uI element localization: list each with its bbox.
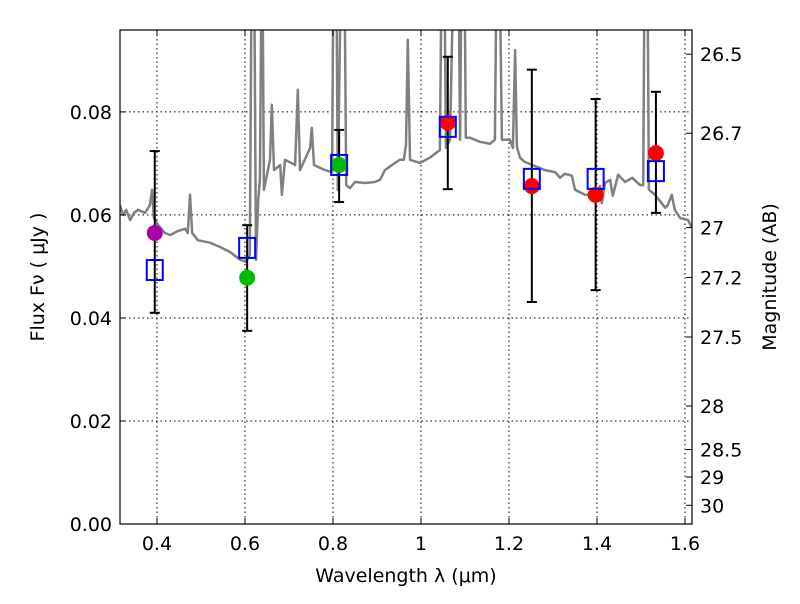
x-tick-label: 0.8 — [318, 533, 348, 555]
x-tick-label: 1.4 — [582, 533, 612, 555]
right-tick-label: 26.7 — [700, 123, 742, 145]
observed-flux-square — [438, 115, 457, 138]
right-tick-label: 26.5 — [700, 44, 742, 66]
y-axis-label: Flux Fν ( μJy ) — [27, 213, 49, 342]
right-tick-label: 28 — [700, 396, 724, 418]
y-tick-label: 0.08 — [70, 102, 112, 124]
data-points — [145, 55, 665, 332]
y-tick-label: 0.04 — [70, 308, 112, 330]
x-tick-label: 0.4 — [142, 533, 172, 555]
right-tick-label: 27.5 — [700, 327, 742, 349]
right-tick-label: 29 — [700, 467, 724, 489]
model-spectrum-line — [120, 30, 692, 264]
axis-ticks: 0.4 0.6 0.8 1 1.2 1.4 1.6 0.00 0.02 0.04 0.06 0.08 2… — [70, 30, 742, 555]
model-photometry-point — [239, 269, 256, 286]
observed-flux-square — [522, 167, 541, 190]
right-axis-label: Magnitude (AB) — [759, 203, 781, 351]
x-tick-label: 1.2 — [494, 533, 524, 555]
right-tick-label: 30 — [700, 495, 724, 517]
observed-flux-square — [330, 153, 349, 176]
observed-flux-square — [238, 236, 257, 259]
model-photometry-point — [587, 186, 604, 203]
model-photometry-point — [523, 178, 540, 195]
x-tick-label: 1.6 — [670, 533, 700, 555]
right-tick-label: 28.5 — [700, 440, 742, 462]
model-photometry-point — [146, 224, 163, 241]
y-tick-label: 0.02 — [70, 411, 112, 433]
observed-flux-square — [145, 259, 164, 282]
x-tick-label: 0.6 — [230, 533, 260, 555]
right-tick-label: 27 — [700, 218, 724, 240]
observed-flux-square — [586, 167, 605, 190]
model-photometry-point — [647, 145, 664, 162]
y-tick-label: 0.06 — [70, 205, 112, 227]
right-tick-label: 27.2 — [700, 267, 742, 289]
observed-flux-square — [646, 160, 665, 183]
model-photometry-point — [331, 156, 348, 173]
x-tick-label: 1 — [415, 533, 427, 555]
y-tick-label: 0.00 — [70, 514, 112, 536]
x-axis-label: Wavelength λ (μm) — [315, 565, 496, 587]
model-photometry-point — [439, 114, 456, 131]
